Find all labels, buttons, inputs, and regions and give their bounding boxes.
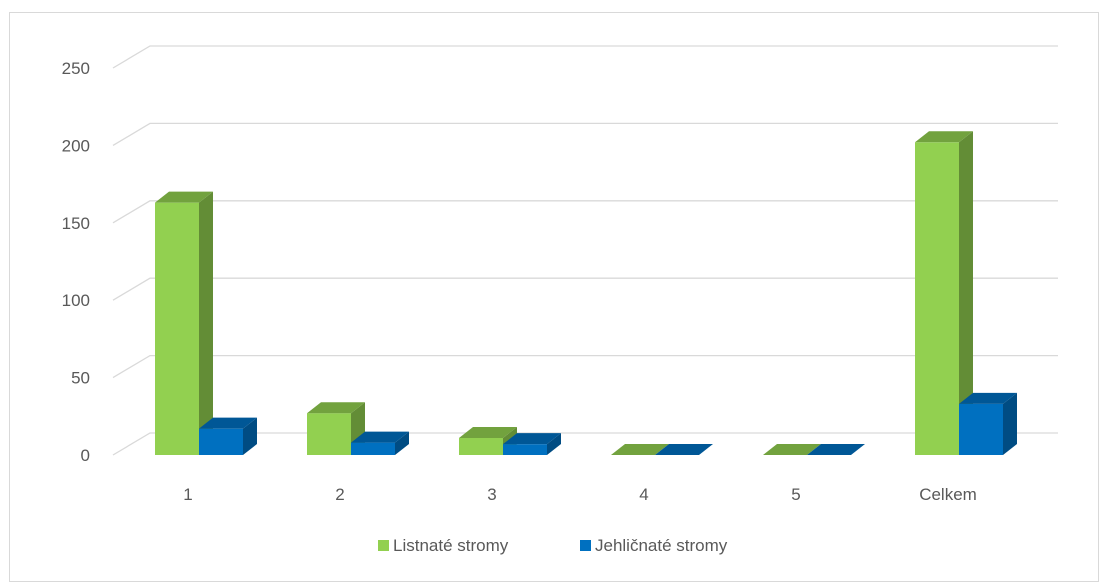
x-tick-label-1: 1 xyxy=(183,485,192,504)
gridline-150 xyxy=(112,200,1058,224)
x-tick-label-Celkem: Celkem xyxy=(919,485,977,504)
gridline-200 xyxy=(112,122,1058,146)
gridlines xyxy=(112,45,1058,456)
gridline-0 xyxy=(112,432,1058,456)
bar-jehlicnate-3 xyxy=(503,433,561,455)
legend: Listnaté stromy Jehličnaté stromy xyxy=(378,536,728,555)
legend-swatch xyxy=(378,540,389,551)
bar-jehlicnate-5 xyxy=(807,444,865,455)
gridline-50 xyxy=(112,354,1058,379)
y-tick-label-250: 250 xyxy=(62,59,90,78)
legend-swatch xyxy=(580,540,591,551)
legend-entry-jehlicnate: Jehličnaté stromy xyxy=(580,536,728,555)
bar-listnate-2 xyxy=(307,402,365,455)
y-tick-label-50: 50 xyxy=(71,369,90,388)
x-tick-label-3: 3 xyxy=(487,485,496,504)
legend-label: Listnaté stromy xyxy=(393,536,509,555)
x-tick-label-2: 2 xyxy=(335,485,344,504)
y-tick-label-200: 200 xyxy=(62,136,90,155)
bars xyxy=(155,131,1017,455)
y-tick-label-150: 150 xyxy=(62,214,90,233)
bar-jehlicnate-2 xyxy=(351,431,409,455)
bar-listnate-5 xyxy=(763,444,821,455)
bar-listnate-4 xyxy=(611,444,669,455)
y-tick-label-100: 100 xyxy=(62,291,90,310)
y-axis: 0 50 100 150 200 250 xyxy=(62,59,90,465)
bar-listnate-Celkem xyxy=(915,131,973,455)
x-tick-label-4: 4 xyxy=(639,485,648,504)
y-tick-label-0: 0 xyxy=(81,446,90,465)
gridline-100 xyxy=(112,277,1058,301)
x-axis: 1 2 3 4 5 Celkem xyxy=(183,485,977,504)
x-tick-label-5: 5 xyxy=(791,485,800,504)
bar-jehlicnate-1 xyxy=(199,417,257,455)
bar-listnate-1 xyxy=(155,191,213,455)
gridline-250 xyxy=(112,45,1058,69)
legend-label: Jehličnaté stromy xyxy=(595,536,728,555)
legend-entry-listnate: Listnaté stromy xyxy=(378,536,509,555)
bar-jehlicnate-4 xyxy=(655,444,713,455)
bar-jehlicnate-Celkem xyxy=(959,392,1017,455)
